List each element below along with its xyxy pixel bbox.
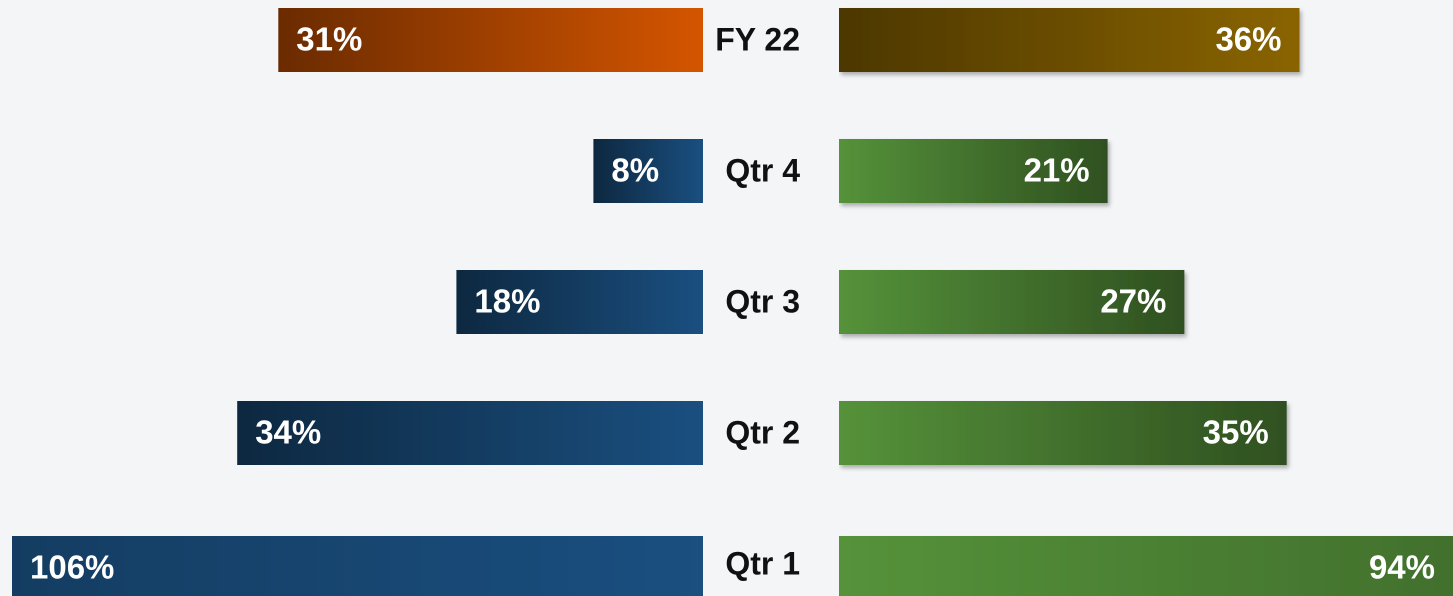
bar xyxy=(593,139,703,203)
value-label: 36% xyxy=(1215,21,1281,58)
value-label: 106% xyxy=(30,549,114,586)
bar xyxy=(839,536,1453,596)
category-label: Qtr 2 xyxy=(725,414,800,450)
value-label: 27% xyxy=(1100,283,1166,320)
value-label: 94% xyxy=(1369,549,1435,586)
category-label: Qtr 4 xyxy=(725,152,800,188)
bar xyxy=(12,536,703,596)
series xyxy=(839,8,1453,596)
category-label: FY 22 xyxy=(715,21,800,57)
bar xyxy=(237,401,703,465)
value-label: 21% xyxy=(1024,152,1090,189)
value-label: 31% xyxy=(296,21,362,58)
value-label: 35% xyxy=(1203,414,1269,451)
bar xyxy=(278,8,703,72)
bar xyxy=(839,270,1185,334)
value-label: 18% xyxy=(474,283,540,320)
bar xyxy=(839,401,1287,465)
value-label: 8% xyxy=(611,152,659,189)
series xyxy=(12,8,703,596)
bar xyxy=(839,139,1108,203)
category-label: Qtr 1 xyxy=(725,545,800,581)
value-label: 34% xyxy=(255,414,321,451)
bar xyxy=(456,270,703,334)
bar xyxy=(839,8,1300,72)
category-label: Qtr 3 xyxy=(725,283,800,319)
